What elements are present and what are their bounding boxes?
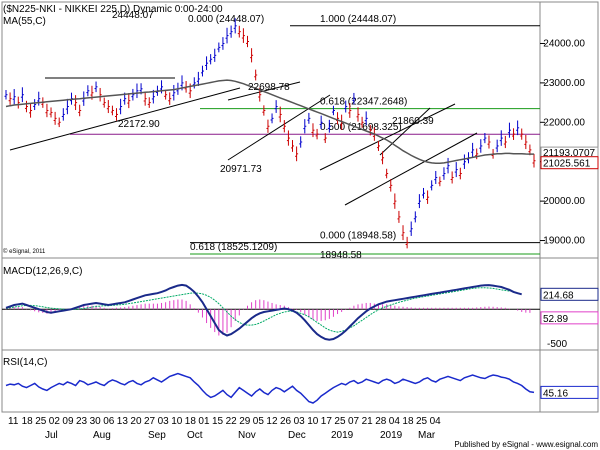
x-month-label: Dec: [288, 430, 306, 441]
price-annotation: 18948.58: [320, 250, 362, 261]
x-tick-label: 30: [90, 416, 102, 427]
x-month-label: Mar: [418, 430, 436, 441]
x-tick-label: 21: [362, 416, 374, 427]
price-annotation: 20971.73: [220, 164, 262, 175]
x-tick-label: 27: [144, 416, 156, 427]
x-month-label: Sep: [148, 430, 166, 441]
x-tick-label: 10: [171, 416, 183, 427]
price-tick-label: 23000.00: [543, 78, 585, 89]
last-price-label: 21025.561: [543, 159, 591, 170]
rsi-title: RSI(14,C): [3, 357, 47, 368]
x-tick-label: 10: [307, 416, 319, 427]
x-tick-label: 28: [375, 416, 387, 427]
x-tick-label: 25: [334, 416, 346, 427]
rsi-line: [5, 372, 535, 404]
x-tick-label: 18: [402, 416, 414, 427]
macd-tick-label: -500: [547, 339, 567, 350]
x-tick-label: 29: [239, 416, 251, 427]
outer-frame: [1, 1, 599, 413]
price-tick-label: 22000.00: [543, 117, 585, 128]
x-tick-label: 15: [212, 416, 224, 427]
publisher-label: Published by eSignal - www.esignal.com: [454, 440, 598, 449]
fib-level-label: 0.618 (22347.2648): [320, 97, 407, 108]
x-tick-label: 02: [49, 416, 61, 427]
fib-level-label: 0.000 (24448.07): [188, 14, 264, 25]
macd-panel: -500 214.68 52.89: [2, 283, 599, 350]
x-tick-label: 18: [22, 416, 34, 427]
ma-line: [5, 79, 534, 165]
x-tick-label: 03: [294, 416, 306, 427]
x-tick-label: 26: [280, 416, 292, 427]
x-month-label: Oct: [187, 430, 203, 441]
x-tick-label: 04: [430, 416, 442, 427]
x-tick-label: 12: [266, 416, 278, 427]
x-tick-label: 22: [226, 416, 238, 427]
x-tick-label: 11: [8, 416, 19, 427]
last-price-badge: [540, 156, 599, 170]
fib-level-label: 1.000 (24448.07): [320, 14, 396, 25]
ma-label: MA(55,C): [3, 16, 46, 27]
price-tick-label: 19000.00: [543, 236, 585, 247]
macd-signal-line: [5, 287, 514, 333]
price-tick-label: 24000.00: [543, 38, 585, 49]
symbol-title: ($N225-NKI - NIKKEI 225,D) Dynamic 0:00-…: [3, 4, 223, 15]
x-tick-label: 07: [348, 416, 360, 427]
x-axis: 11 18 25 02 09 23 30 06 13 20 27 03 10 18 01 15 22 29 05 12…: [8, 416, 441, 441]
fib-level-label: 0.618 (18525.1209): [190, 242, 277, 253]
price-annotation: 21860.39: [392, 116, 434, 127]
x-tick-label: 23: [76, 416, 88, 427]
rsi-panel: 45.16: [5, 372, 599, 404]
x-month-label: Aug: [93, 430, 111, 441]
price-tick-label: 20000.00: [543, 196, 585, 207]
x-tick-label: 06: [103, 416, 115, 427]
macd-badge-label: 214.68: [543, 290, 574, 301]
trend-line: [344, 132, 478, 206]
x-tick-label: 17: [321, 416, 333, 427]
ma-badge-label: 21193.0707: [543, 148, 596, 159]
x-tick-label: 18: [185, 416, 197, 427]
macd-hist-badge-label: 52.89: [543, 314, 568, 325]
fib-level-label: 0.000 (18948.58): [320, 231, 396, 242]
x-month-label: 2019: [380, 430, 403, 441]
fib-level-label: 0.500 (21698.325): [320, 122, 402, 133]
x-tick-label: 04: [389, 416, 401, 427]
x-tick-label: 03: [158, 416, 170, 427]
x-tick-label: 20: [130, 416, 142, 427]
x-tick-label: 25: [416, 416, 428, 427]
price-annotation: 24448.07: [112, 10, 154, 21]
macd-badge: [540, 287, 599, 301]
macd-line: [5, 283, 522, 341]
price-panel: 19000.0020000.0021000.0022000.0023000.00…: [4, 10, 599, 261]
x-tick-label: 09: [62, 416, 74, 427]
macd-title: MACD(12,26,9,C): [3, 266, 82, 277]
macd-hist-badge: [540, 311, 599, 325]
rsi-badge: [540, 385, 599, 399]
x-tick-label: 25: [35, 416, 47, 427]
price-annotation: 22698.78: [248, 82, 290, 93]
trend-line: [379, 107, 431, 156]
x-tick-label: 01: [198, 416, 210, 427]
x-month-label: Nov: [238, 430, 256, 441]
trend-line: [9, 87, 241, 151]
x-tick-label: 05: [253, 416, 265, 427]
trend-line: [319, 103, 456, 171]
trend-line: [227, 94, 331, 161]
x-month-label: Jul: [45, 430, 58, 441]
x-tick-label: 13: [117, 416, 129, 427]
x-month-label: 2019: [331, 430, 354, 441]
price-annotation: 22172.90: [118, 119, 160, 130]
rsi-badge-label: 45.16: [543, 388, 568, 399]
esignal-small: © eSignal, 2011: [3, 248, 46, 255]
